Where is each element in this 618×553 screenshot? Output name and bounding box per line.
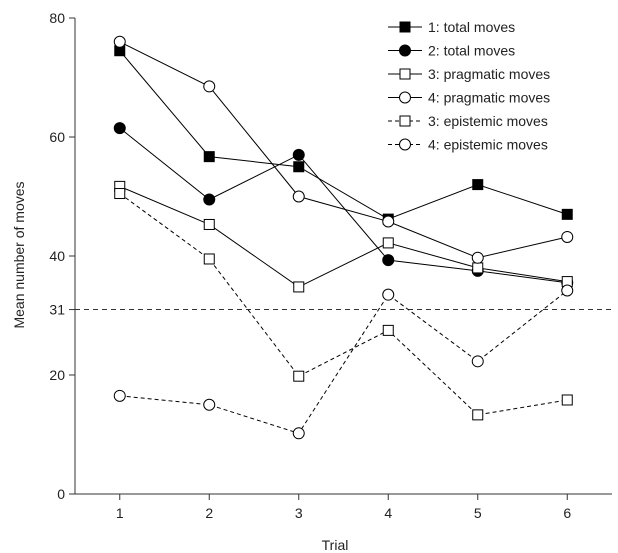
data-point	[203, 151, 215, 163]
series-line	[119, 290, 568, 434]
x-tick-label: 3	[295, 505, 303, 521]
x-tick-label: 6	[563, 505, 571, 521]
legend-marker	[399, 115, 411, 127]
data-point	[382, 237, 394, 249]
data-point	[203, 253, 215, 265]
y-tick-label: 80	[49, 10, 65, 26]
x-tick-label: 1	[116, 505, 124, 521]
data-point	[114, 188, 126, 200]
data-point	[292, 190, 305, 203]
data-point	[561, 208, 573, 220]
series-line	[119, 193, 568, 416]
y-tick-label: 40	[49, 248, 65, 264]
data-point	[203, 193, 216, 206]
legend-marker	[399, 91, 411, 104]
data-point	[471, 251, 484, 264]
legend-label: 3: pragmatic moves	[428, 66, 550, 82]
legend-marker	[399, 138, 411, 151]
legend-label: 2: total moves	[428, 43, 515, 59]
data-point	[472, 409, 484, 421]
series-4	[113, 35, 574, 264]
data-point	[292, 427, 305, 440]
series-line	[119, 41, 568, 259]
series-line	[119, 50, 568, 220]
legend-label: 4: pragmatic moves	[428, 90, 550, 106]
legend-item: 4: epistemic moves	[388, 137, 548, 153]
data-point	[203, 218, 215, 230]
y-tick-label: 20	[49, 367, 65, 383]
data-point	[293, 281, 305, 293]
data-point	[561, 394, 573, 406]
x-tick-label: 2	[205, 505, 213, 521]
data-point	[382, 254, 395, 267]
legend-marker	[399, 21, 411, 33]
data-point	[382, 324, 394, 336]
data-point	[113, 35, 126, 48]
axes: 0 20 31 40 60 80 1 2 3 4 5 6	[49, 10, 612, 521]
legend-marker	[399, 68, 411, 80]
legend-marker	[399, 44, 411, 57]
data-point	[203, 80, 216, 93]
legend-item: 3: epistemic moves	[388, 113, 548, 129]
series-3	[114, 180, 573, 293]
x-tick-label: 5	[474, 505, 482, 521]
legend-item: 1: total moves	[388, 19, 515, 35]
data-point	[203, 398, 216, 411]
data-point	[293, 370, 305, 382]
data-point	[382, 288, 395, 301]
legend-label: 4: epistemic moves	[428, 137, 548, 153]
legend-label: 1: total moves	[428, 19, 515, 35]
series-line	[119, 127, 568, 284]
data-point	[113, 122, 126, 135]
legend-label: 3: epistemic moves	[428, 113, 548, 129]
data-point	[292, 148, 305, 161]
data-point	[561, 230, 574, 243]
x-axis-label: Trial	[322, 537, 349, 553]
data-point	[472, 262, 484, 274]
series-5	[114, 188, 573, 421]
x-tick-label: 4	[384, 505, 392, 521]
legend-item: 2: total moves	[388, 43, 515, 59]
data-point	[471, 355, 484, 368]
y-tick-label: 60	[49, 129, 65, 145]
series-6	[113, 284, 574, 440]
data-point	[561, 284, 574, 297]
data-point	[113, 389, 126, 402]
y-tick-label: 0	[57, 486, 65, 502]
series-line	[119, 185, 568, 288]
y-axis-label: Mean number of moves	[11, 181, 27, 328]
series-layer	[113, 35, 574, 440]
legend-item: 4: pragmatic moves	[388, 90, 550, 106]
legend: 1: total moves 2: total moves 3: pragmatic…	[388, 19, 550, 153]
data-point	[472, 179, 484, 191]
legend-item: 3: pragmatic moves	[388, 66, 550, 82]
y-tick-label: 31	[49, 302, 65, 318]
data-point	[382, 215, 395, 228]
data-point	[293, 161, 305, 173]
